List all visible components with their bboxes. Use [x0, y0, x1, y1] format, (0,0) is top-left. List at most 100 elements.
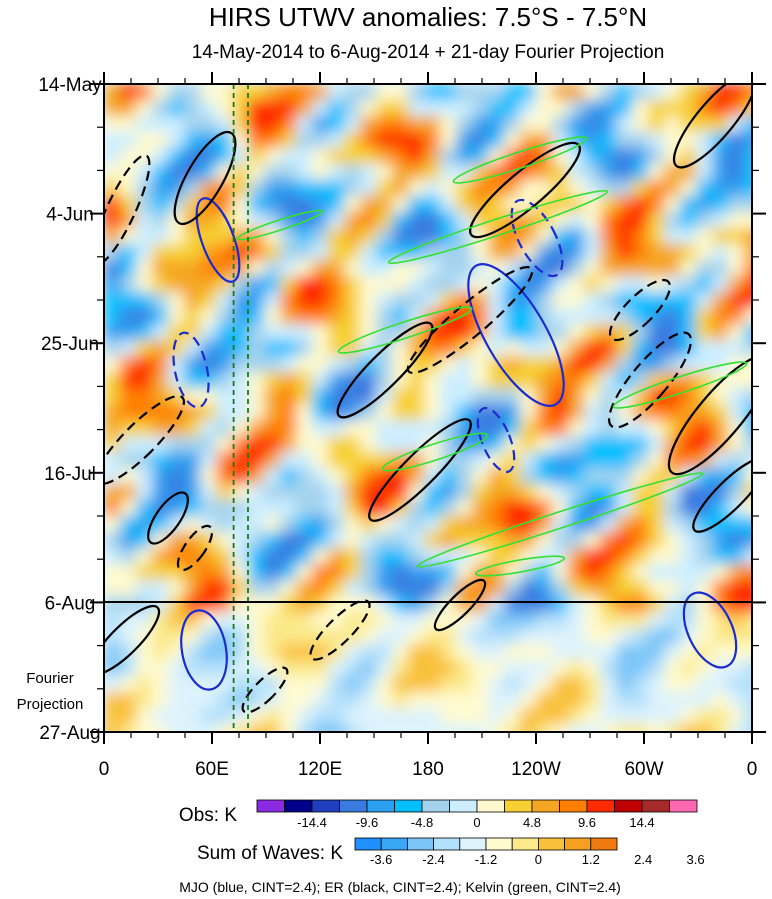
anomaly-cell — [584, 84, 601, 101]
anomaly-cell — [232, 628, 249, 645]
anomaly-cell — [664, 468, 681, 485]
anomaly-cell — [232, 292, 249, 309]
anomaly-cell — [472, 516, 489, 533]
anomaly-cell — [504, 692, 521, 709]
anomaly-cell — [296, 484, 313, 501]
anomaly-cell — [408, 420, 425, 437]
anomaly-cell — [392, 644, 409, 661]
anomaly-cell — [120, 708, 137, 725]
anomaly-cell — [344, 484, 361, 501]
anomaly-cell — [328, 516, 345, 533]
anomaly-cell — [104, 644, 121, 661]
anomaly-cell — [232, 612, 249, 629]
anomaly-cell — [408, 388, 425, 405]
anomaly-cell — [488, 516, 505, 533]
anomaly-cell — [728, 580, 745, 597]
anomaly-cell — [264, 404, 281, 421]
anomaly-cell — [312, 100, 329, 117]
anomaly-cell — [424, 260, 441, 277]
anomaly-cell — [616, 388, 633, 405]
anomaly-cell — [584, 516, 601, 533]
anomaly-cell — [664, 724, 681, 732]
anomaly-cell — [312, 436, 329, 453]
anomaly-cell — [600, 708, 617, 725]
anomaly-cell — [264, 420, 281, 437]
anomaly-cell — [696, 180, 713, 197]
anomaly-cell — [328, 692, 345, 709]
anomaly-cell — [648, 548, 665, 565]
anomaly-cell — [568, 356, 585, 373]
anomaly-cell — [696, 84, 713, 101]
colorbar-tick-label: 3.6 — [687, 852, 705, 867]
anomaly-cell — [504, 676, 521, 693]
anomaly-cell — [296, 564, 313, 581]
anomaly-cell — [232, 468, 249, 485]
anomaly-cell — [440, 468, 457, 485]
anomaly-cell — [696, 388, 713, 405]
anomaly-cell — [392, 612, 409, 629]
anomaly-cell — [168, 132, 185, 149]
anomaly-cell — [232, 660, 249, 677]
anomaly-cell — [504, 100, 521, 117]
anomaly-cell — [680, 708, 697, 725]
anomaly-cell — [280, 132, 297, 149]
anomaly-cell — [648, 196, 665, 213]
anomaly-cell — [616, 420, 633, 437]
anomaly-cell — [280, 308, 297, 325]
anomaly-cell — [248, 164, 265, 181]
anomaly-cell — [152, 692, 169, 709]
anomaly-cell — [552, 388, 569, 405]
anomaly-cell — [136, 484, 153, 501]
anomaly-cell — [696, 596, 713, 613]
anomaly-cell — [136, 580, 153, 597]
anomaly-cell — [520, 436, 537, 453]
anomaly-cell — [152, 356, 169, 373]
anomaly-cell — [424, 500, 441, 517]
anomaly-cell — [280, 564, 297, 581]
anomaly-cell — [712, 196, 729, 213]
anomaly-cell — [520, 660, 537, 677]
anomaly-cell — [744, 468, 752, 485]
anomaly-cell — [488, 676, 505, 693]
anomaly-cell — [376, 132, 393, 149]
anomaly-cell — [280, 388, 297, 405]
anomaly-cell — [328, 468, 345, 485]
anomaly-cell — [440, 324, 457, 341]
anomaly-cell — [264, 724, 281, 732]
anomaly-cell — [264, 212, 281, 229]
anomaly-cell — [600, 452, 617, 469]
anomaly-cell — [248, 628, 265, 645]
anomaly-cell — [296, 244, 313, 261]
anomaly-cell — [312, 628, 329, 645]
anomaly-cell — [728, 228, 745, 245]
anomaly-cell — [408, 196, 425, 213]
anomaly-cell — [504, 132, 521, 149]
anomaly-cell — [264, 692, 281, 709]
anomaly-cell — [232, 724, 249, 732]
anomaly-cell — [184, 372, 201, 389]
anomaly-cell — [296, 164, 313, 181]
anomaly-cell — [440, 532, 457, 549]
anomaly-cell — [648, 164, 665, 181]
anomaly-cell — [152, 228, 169, 245]
anomaly-cell — [568, 628, 585, 645]
anomaly-cell — [584, 132, 601, 149]
anomaly-cell — [520, 532, 537, 549]
anomaly-cell — [712, 212, 729, 229]
anomaly-cell — [296, 196, 313, 213]
anomaly-cell — [360, 180, 377, 197]
anomaly-cell — [344, 516, 361, 533]
anomaly-cell — [648, 404, 665, 421]
anomaly-cell — [376, 708, 393, 725]
anomaly-cell — [264, 436, 281, 453]
anomaly-cell — [104, 100, 121, 117]
anomaly-cell — [296, 468, 313, 485]
anomaly-cell — [392, 228, 409, 245]
anomaly-cell — [616, 452, 633, 469]
anomaly-cell — [648, 580, 665, 597]
anomaly-cell — [296, 420, 313, 437]
anomaly-cell — [440, 628, 457, 645]
anomaly-cell — [280, 724, 297, 732]
anomaly-cell — [504, 708, 521, 725]
anomaly-cell — [680, 212, 697, 229]
